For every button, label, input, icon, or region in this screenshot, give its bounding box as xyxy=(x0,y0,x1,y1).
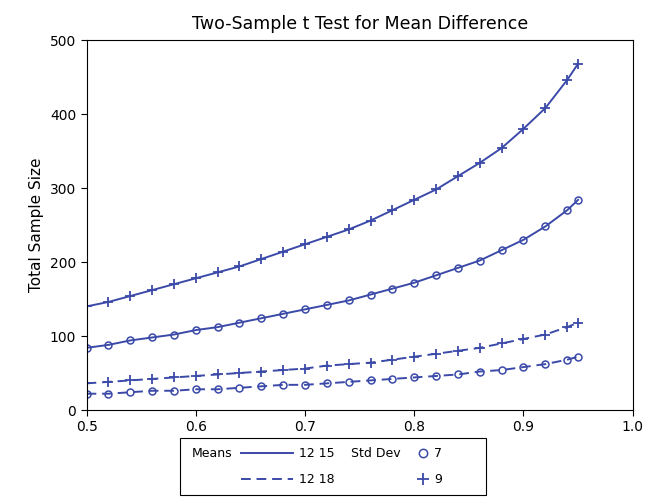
Text: 12 15: 12 15 xyxy=(299,446,335,460)
Text: 9: 9 xyxy=(434,473,442,486)
Text: 7: 7 xyxy=(434,446,442,460)
Text: Std Dev: Std Dev xyxy=(352,446,401,460)
FancyBboxPatch shape xyxy=(180,438,486,495)
Text: 12 18: 12 18 xyxy=(299,473,335,486)
Text: Means: Means xyxy=(192,446,232,460)
Title: Two-Sample t Test for Mean Difference: Two-Sample t Test for Mean Difference xyxy=(192,15,527,33)
X-axis label: Power: Power xyxy=(336,440,383,455)
Y-axis label: Total Sample Size: Total Sample Size xyxy=(29,158,44,292)
